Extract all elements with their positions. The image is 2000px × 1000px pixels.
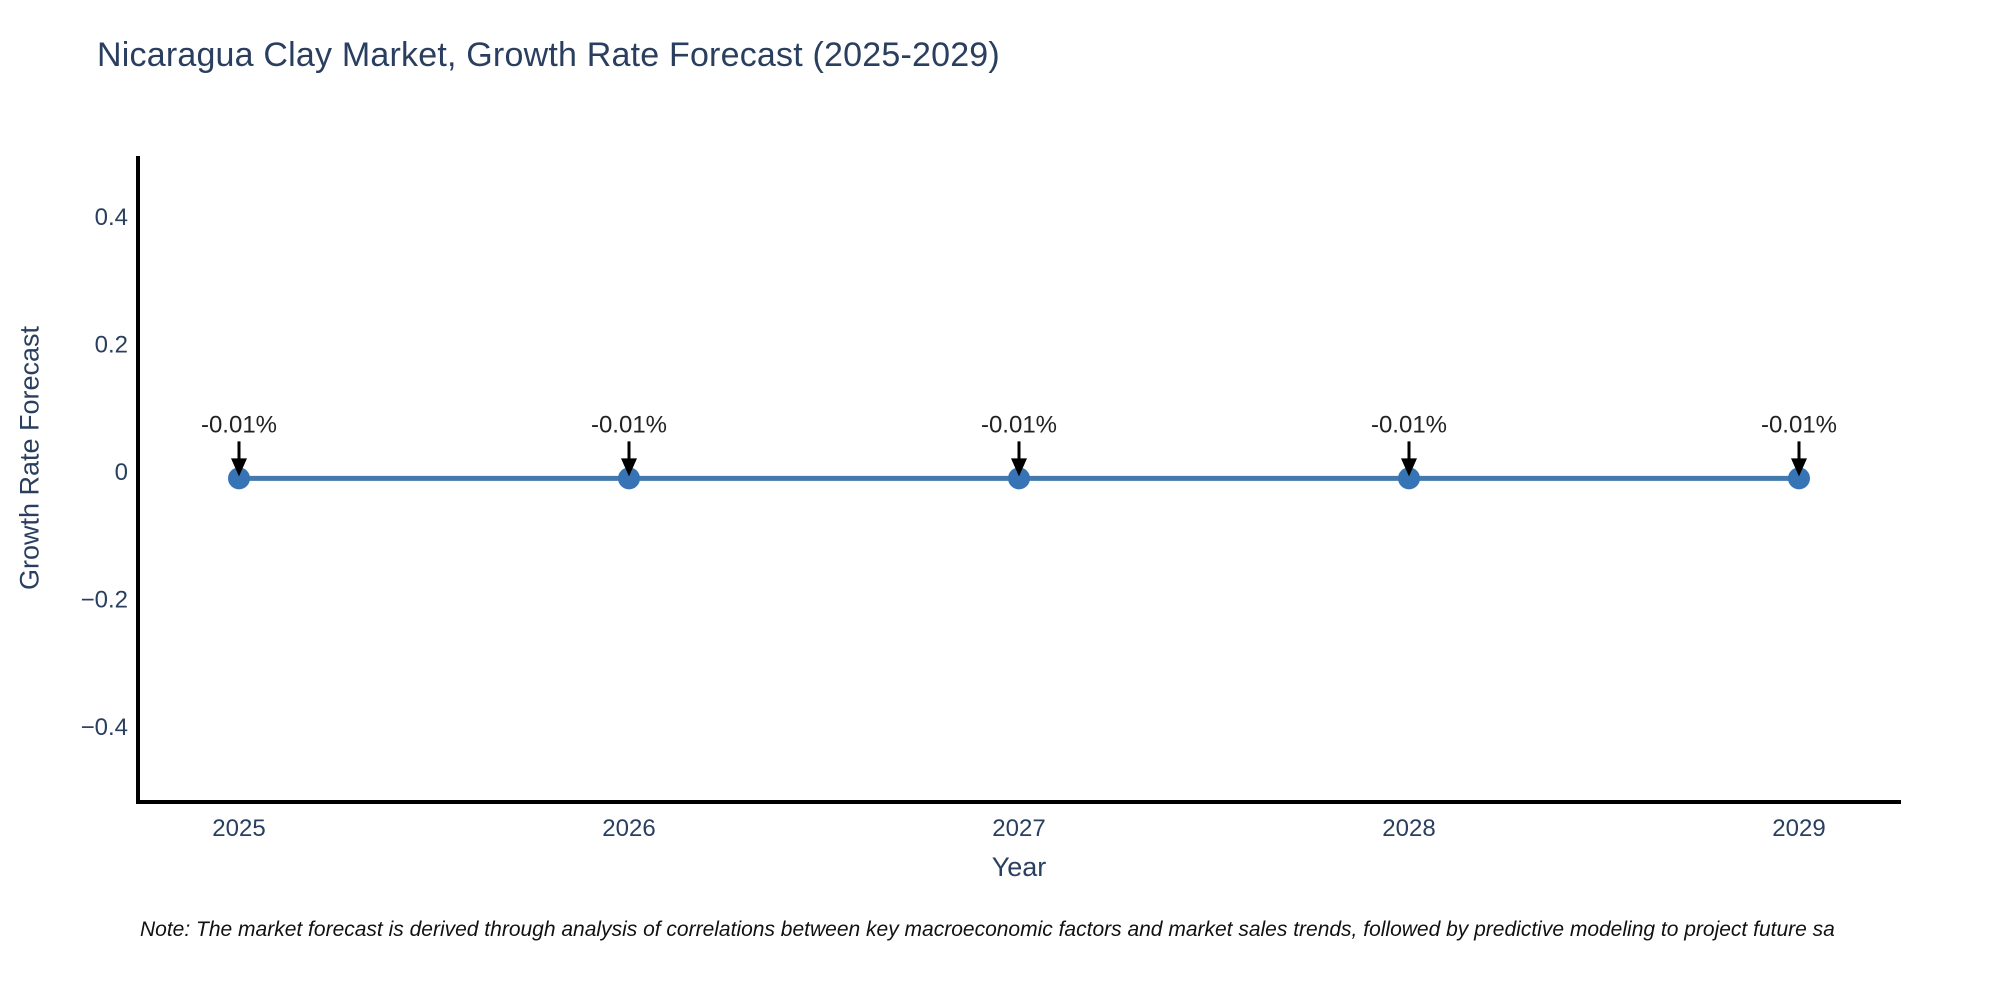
point-annotation-label: -0.01% [1761, 411, 1837, 438]
y-tick-label: −0.4 [81, 714, 128, 741]
footnote: Note: The market forecast is derived thr… [140, 918, 1835, 941]
x-tick-label: 2028 [1382, 815, 1435, 842]
annotation-arrow-head [1791, 458, 1807, 477]
point-annotation-label: -0.01% [591, 411, 667, 438]
y-tick-label: 0.2 [95, 332, 128, 359]
point-annotation-label: -0.01% [201, 411, 277, 438]
y-tick-label: 0 [115, 459, 128, 486]
chart-title: Nicaragua Clay Market, Growth Rate Forec… [97, 36, 1000, 74]
point-annotation-label: -0.01% [981, 411, 1057, 438]
y-tick-label: −0.2 [81, 587, 128, 614]
data-point [618, 467, 640, 490]
data-point [1398, 467, 1420, 490]
data-point [1788, 467, 1810, 490]
annotation-arrow-head [1401, 458, 1417, 477]
data-point [228, 467, 250, 490]
x-tick-label: 2025 [212, 815, 265, 842]
annotation-arrow-head [621, 458, 637, 477]
axis-frame [136, 156, 1901, 804]
annotation-arrow-head [1011, 458, 1027, 477]
y-tick-label: 0.4 [95, 204, 128, 231]
annotation-arrow-head [231, 458, 247, 477]
x-axis-title: Year [991, 852, 1047, 882]
point-annotation-label: -0.01% [1371, 411, 1447, 438]
data-point [1008, 467, 1030, 490]
x-tick-label: 2029 [1772, 815, 1825, 842]
x-tick-label: 2026 [602, 815, 655, 842]
x-tick-label: 2027 [992, 815, 1045, 842]
